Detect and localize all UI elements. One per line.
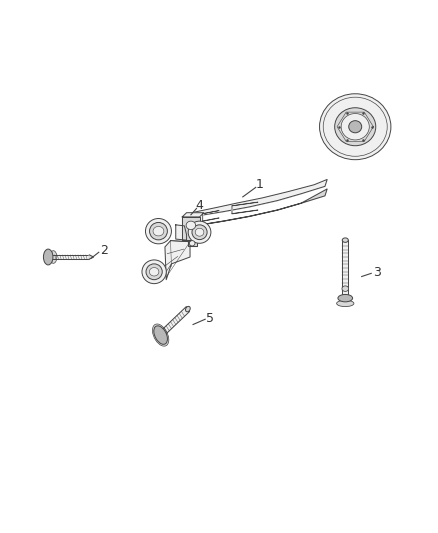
Ellipse shape xyxy=(50,251,57,263)
Ellipse shape xyxy=(197,230,202,235)
Polygon shape xyxy=(159,306,190,337)
Ellipse shape xyxy=(192,225,207,240)
Ellipse shape xyxy=(146,264,162,280)
Text: 3: 3 xyxy=(373,266,381,279)
Ellipse shape xyxy=(337,300,354,306)
Ellipse shape xyxy=(338,294,353,302)
Polygon shape xyxy=(176,225,187,240)
Ellipse shape xyxy=(342,238,348,243)
Ellipse shape xyxy=(43,249,53,265)
Ellipse shape xyxy=(142,260,166,284)
Polygon shape xyxy=(202,211,219,221)
Ellipse shape xyxy=(335,108,376,146)
Ellipse shape xyxy=(153,227,164,236)
Ellipse shape xyxy=(195,228,204,236)
Text: 4: 4 xyxy=(196,199,204,212)
Polygon shape xyxy=(232,202,258,214)
Polygon shape xyxy=(342,240,348,296)
Ellipse shape xyxy=(151,269,157,274)
Polygon shape xyxy=(182,217,200,240)
Polygon shape xyxy=(187,180,327,228)
Ellipse shape xyxy=(155,228,162,235)
Text: 2: 2 xyxy=(100,244,108,257)
Ellipse shape xyxy=(186,306,190,312)
Ellipse shape xyxy=(154,326,167,344)
Text: 1: 1 xyxy=(256,178,264,191)
Ellipse shape xyxy=(349,120,362,133)
Ellipse shape xyxy=(186,221,196,230)
Ellipse shape xyxy=(145,219,171,244)
Ellipse shape xyxy=(342,286,349,292)
Polygon shape xyxy=(188,240,197,246)
Ellipse shape xyxy=(152,324,169,346)
Polygon shape xyxy=(165,241,190,280)
Polygon shape xyxy=(187,180,327,218)
Polygon shape xyxy=(182,213,204,217)
Ellipse shape xyxy=(320,94,391,160)
Ellipse shape xyxy=(188,221,211,243)
Ellipse shape xyxy=(189,241,195,246)
Polygon shape xyxy=(53,255,89,259)
Text: 5: 5 xyxy=(206,312,214,325)
Ellipse shape xyxy=(149,268,159,276)
Ellipse shape xyxy=(341,114,369,140)
Ellipse shape xyxy=(149,222,167,240)
Polygon shape xyxy=(89,255,94,259)
Ellipse shape xyxy=(323,97,387,156)
